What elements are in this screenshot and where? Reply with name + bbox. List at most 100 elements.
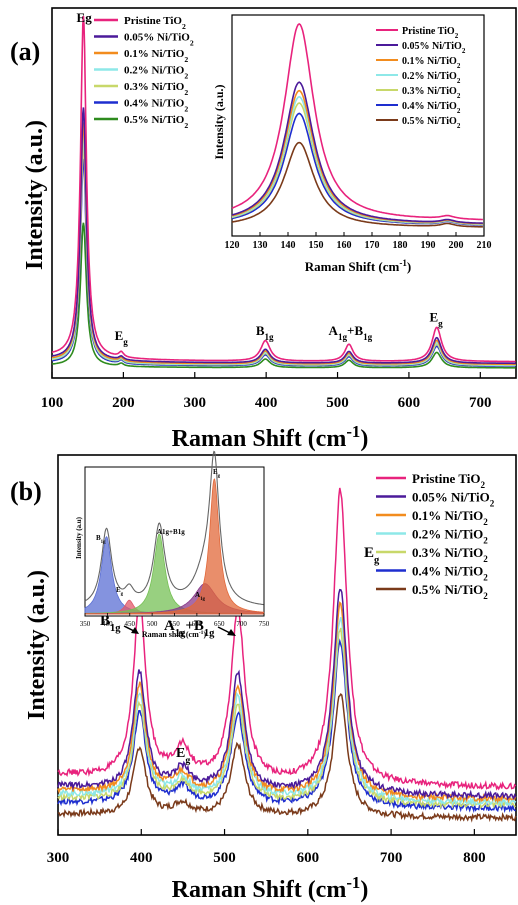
x-tick-label: 500: [213, 850, 236, 866]
peak-label: Eg: [115, 328, 129, 347]
inset-legend-label: 0.1% Ni/TiO2: [402, 56, 461, 70]
legend-label: 0.05% Ni/TiO2: [124, 32, 194, 48]
panel-a-frame: [51, 7, 517, 379]
inset-x-tick-label: 550: [169, 620, 180, 628]
legend-label: 0.1% Ni/TiO2: [124, 48, 188, 64]
peak-arrow-head: [131, 627, 139, 634]
panel-b-frame: [57, 454, 517, 836]
inset-x-tick-label: 750: [259, 620, 270, 628]
inset-x-tick-label: 650: [214, 620, 225, 628]
inset-legend-label: 0.3% Ni/TiO2: [402, 86, 461, 100]
inset-x-tick-label: 170: [365, 240, 380, 251]
legend-label: Pristine TiO2: [124, 15, 186, 31]
series-line: [57, 601, 517, 804]
panel-label: (b): [10, 477, 42, 506]
inset-x-tick-label: 180: [393, 240, 408, 251]
inset-component-area: [84, 478, 265, 615]
series-line: [57, 638, 517, 814]
x-tick-label: 600: [297, 850, 320, 866]
legend-label: Pristine TiO2: [412, 471, 486, 490]
series-line: [51, 107, 516, 365]
x-axis-label: Raman Shift (cm-1): [172, 422, 369, 453]
inset-x-tick-label: 210: [477, 240, 492, 251]
series-line: [52, 122, 516, 366]
legend-label: 0.05% Ni/TiO2: [412, 490, 495, 509]
legend-label: 0.5% Ni/TiO2: [124, 114, 188, 130]
x-axis-label: Raman Shift (cm-1): [172, 873, 369, 904]
peak-arrow-head: [227, 629, 236, 636]
panel-a: 100 200 300 400 500 600 700 Raman Shift (cm-1) I…: [10, 7, 517, 453]
inset-x-tick-label: 160: [337, 240, 352, 251]
y-axis-label: Intensity (a.u.): [24, 570, 50, 720]
peak-label: A1g+B1g: [329, 323, 373, 342]
panel-b: 300 400 500 600 700 800 Raman Shift (cm-1) Inte…: [10, 450, 517, 904]
x-tick-label: 600: [398, 395, 421, 411]
legend-label: 0.3% Ni/TiO2: [124, 81, 188, 97]
inset-legend-label: 0.4% Ni/TiO2: [402, 101, 461, 115]
legend-label: 0.4% Ni/TiO2: [412, 564, 488, 583]
inset-envelope-line: [84, 450, 264, 606]
x-tick-label: 300: [184, 395, 207, 411]
peak-label: A1g+B1g: [164, 618, 215, 639]
inset-series-line: [231, 141, 483, 228]
x-tick-label: 800: [463, 850, 486, 866]
inset-x-tick-label: 450: [125, 620, 136, 628]
inset-legend-label: 0.5% Ni/TiO2: [402, 116, 461, 130]
inset-legend-label: Pristine TiO2: [402, 26, 459, 40]
inset-x-tick-label: 190: [421, 240, 436, 251]
x-tick-label: 300: [47, 850, 70, 866]
inset-x-tick-label: 600: [192, 620, 203, 628]
legend-label: 0.4% Ni/TiO2: [124, 98, 188, 114]
legend-label: 0.3% Ni/TiO2: [412, 545, 488, 564]
inset-b: 350 400 450 500 550 600 650 700 750 Raman shift (…: [75, 450, 270, 639]
inset-series-line: [231, 81, 483, 224]
series-line: [51, 16, 516, 363]
panel-label: (a): [10, 37, 40, 66]
legend-label: 0.2% Ni/TiO2: [412, 527, 488, 546]
peak-label: B1g: [256, 323, 274, 342]
series-line: [57, 487, 517, 791]
inset-component-label: B1g: [96, 534, 106, 545]
peak-label: Eg: [176, 746, 190, 766]
inset-x-tick-label: 350: [80, 620, 91, 628]
legend-label: 0.5% Ni/TiO2: [412, 582, 488, 601]
x-tick-label: 700: [380, 850, 403, 866]
inset-series-line: [231, 23, 483, 221]
x-tick-label: 200: [112, 395, 135, 411]
inset-x-tick-label: 120: [225, 240, 240, 251]
series-line: [57, 617, 517, 808]
inset-x-tick-label: 150: [309, 240, 324, 251]
legend-label: 0.1% Ni/TiO2: [412, 508, 488, 527]
x-tick-label: 500: [326, 395, 349, 411]
peak-label: Eg: [429, 309, 443, 328]
inset-legend-label: 0.2% Ni/TiO2: [402, 71, 461, 85]
peak-label: B1g: [100, 613, 121, 634]
x-tick-label: 100: [41, 395, 64, 411]
inset-y-axis-label: Intensity (a.u): [75, 516, 83, 559]
inset-x-tick-label: 130: [253, 240, 268, 251]
inset-component-label: Eg: [213, 468, 221, 479]
inset-legend-label: 0.05% Ni/TiO2: [402, 41, 466, 55]
inset-x-tick-label: 200: [449, 240, 464, 251]
x-tick-label: 400: [130, 850, 153, 866]
peak-label: Eg: [364, 545, 380, 566]
x-tick-label: 400: [255, 395, 278, 411]
inset-component-label: Eg: [116, 586, 124, 597]
peak-label: Eg: [77, 10, 93, 25]
inset-x-tick-label: 140: [281, 240, 296, 251]
x-tick-label: 700: [469, 395, 492, 411]
inset-x-axis-label: Raman Shift (cm-1): [305, 258, 412, 274]
inset-x-tick-label: 700: [236, 620, 247, 628]
series-line: [51, 222, 516, 369]
y-axis-label: Intensity (a.u.): [22, 120, 48, 270]
inset-x-axis-label: Raman shift (cm-1): [142, 630, 207, 639]
legend-label: 0.2% Ni/TiO2: [124, 65, 188, 81]
inset-x-tick-label: 500: [147, 620, 158, 628]
inset-y-axis-label: Intensity (a.u.): [212, 84, 226, 159]
series-line: [57, 693, 517, 823]
inset-a: 120 130 140 150 160 170 180 190 200 210 Raman Shif…: [212, 14, 492, 274]
series-line: [57, 588, 517, 801]
inset-x-tick-label: 400: [102, 620, 113, 628]
inset-component-label: A1g+B1g: [157, 528, 185, 536]
